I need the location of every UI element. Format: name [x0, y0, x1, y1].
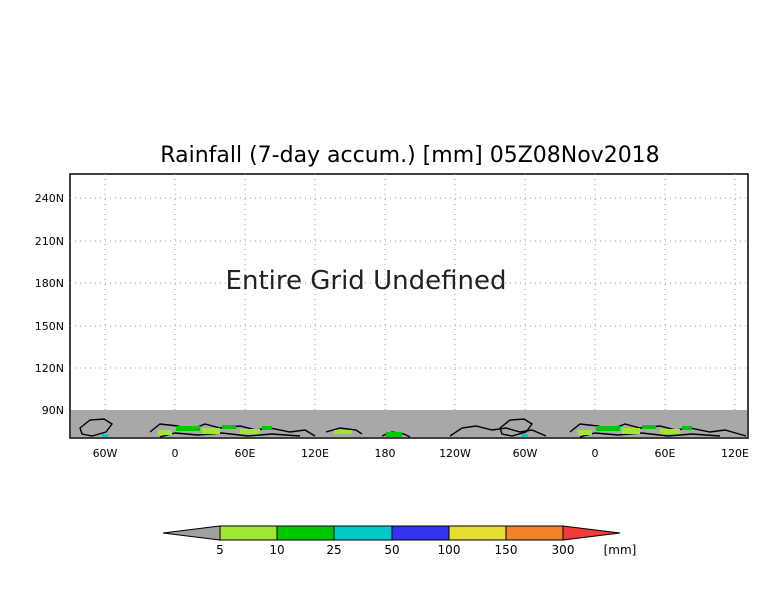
colorbar-segment — [505, 525, 564, 541]
rain-patch — [334, 430, 352, 434]
coastline-islands-a — [325, 427, 363, 435]
rain-patch — [642, 425, 656, 429]
colorbar-label: 25 — [326, 543, 341, 557]
colorbar-labels: 5 10 25 50 100 150 300 [mm] — [216, 543, 636, 557]
coastline-greenland-a — [79, 418, 114, 437]
rain-patch — [578, 430, 592, 435]
x-tick-label: 120W — [439, 447, 471, 460]
x-tick-label: 0 — [172, 447, 179, 460]
grid-undefined-message: Entire Grid Undefined — [226, 266, 507, 296]
y-tick-label: 210N — [35, 235, 64, 248]
colorbar-label: 150 — [495, 543, 518, 557]
rain-patch-cyan — [522, 434, 528, 437]
coastline-asia-a — [159, 432, 301, 438]
colorbar-under-triangle — [162, 525, 221, 541]
coastline-greenland-b — [499, 418, 534, 437]
colorbar-segment — [333, 525, 393, 541]
rain-patch — [158, 430, 172, 435]
rain-patch — [596, 426, 620, 431]
grid-lines — [70, 174, 748, 410]
rain-patch — [622, 428, 640, 434]
y-tick-label: 90N — [42, 404, 64, 417]
rain-patch — [202, 428, 220, 434]
y-axis: 240N 210N 180N 150N 120N 90N — [35, 192, 64, 417]
rainfall-patches — [102, 425, 692, 437]
colorbar-label: 50 — [384, 543, 399, 557]
plot-frame — [69, 173, 749, 439]
rain-patch — [240, 429, 260, 434]
x-tick-label: 60E — [655, 447, 676, 460]
x-tick-label: 120E — [301, 447, 329, 460]
y-tick-label: 150N — [35, 320, 64, 333]
colorbar-label: 10 — [269, 543, 284, 557]
y-tick-label: 180N — [35, 277, 64, 290]
colorbar-over-triangle — [562, 525, 621, 541]
x-tick-label: 0 — [592, 447, 599, 460]
coastline-asia-b — [579, 432, 721, 438]
x-axis: 60W 0 60E 120E 180 120W 60W 0 60E 120E — [93, 447, 749, 460]
y-tick-label: 120N — [35, 362, 64, 375]
coastline-arctic-ca — [449, 425, 547, 437]
rain-patch — [682, 426, 692, 430]
colorbar-label: 100 — [438, 543, 461, 557]
rain-patch — [262, 426, 272, 430]
rain-patch — [386, 432, 402, 437]
rain-patch — [660, 429, 680, 434]
x-tick-label: 120E — [721, 447, 749, 460]
colorbar-segment — [391, 525, 450, 541]
colorbar — [162, 525, 621, 541]
colorbar-segment — [276, 525, 335, 541]
y-tick-label: 240N — [35, 192, 64, 205]
x-tick-label: 60E — [235, 447, 256, 460]
x-tick-label: 60W — [93, 447, 118, 460]
rain-patch — [222, 425, 236, 429]
x-tick-label: 180 — [375, 447, 396, 460]
colorbar-segment — [219, 525, 278, 541]
map-title: Rainfall (7-day accum.) [mm] 05Z08Nov201… — [160, 143, 659, 168]
colorbar-label: 300 — [552, 543, 575, 557]
colorbar-segment — [448, 525, 507, 541]
colorbar-label: 5 — [216, 543, 224, 557]
colorbar-unit: [mm] — [604, 543, 637, 557]
x-tick-label: 60W — [513, 447, 538, 460]
rain-patch-cyan — [102, 434, 108, 437]
rain-patch — [176, 426, 200, 431]
